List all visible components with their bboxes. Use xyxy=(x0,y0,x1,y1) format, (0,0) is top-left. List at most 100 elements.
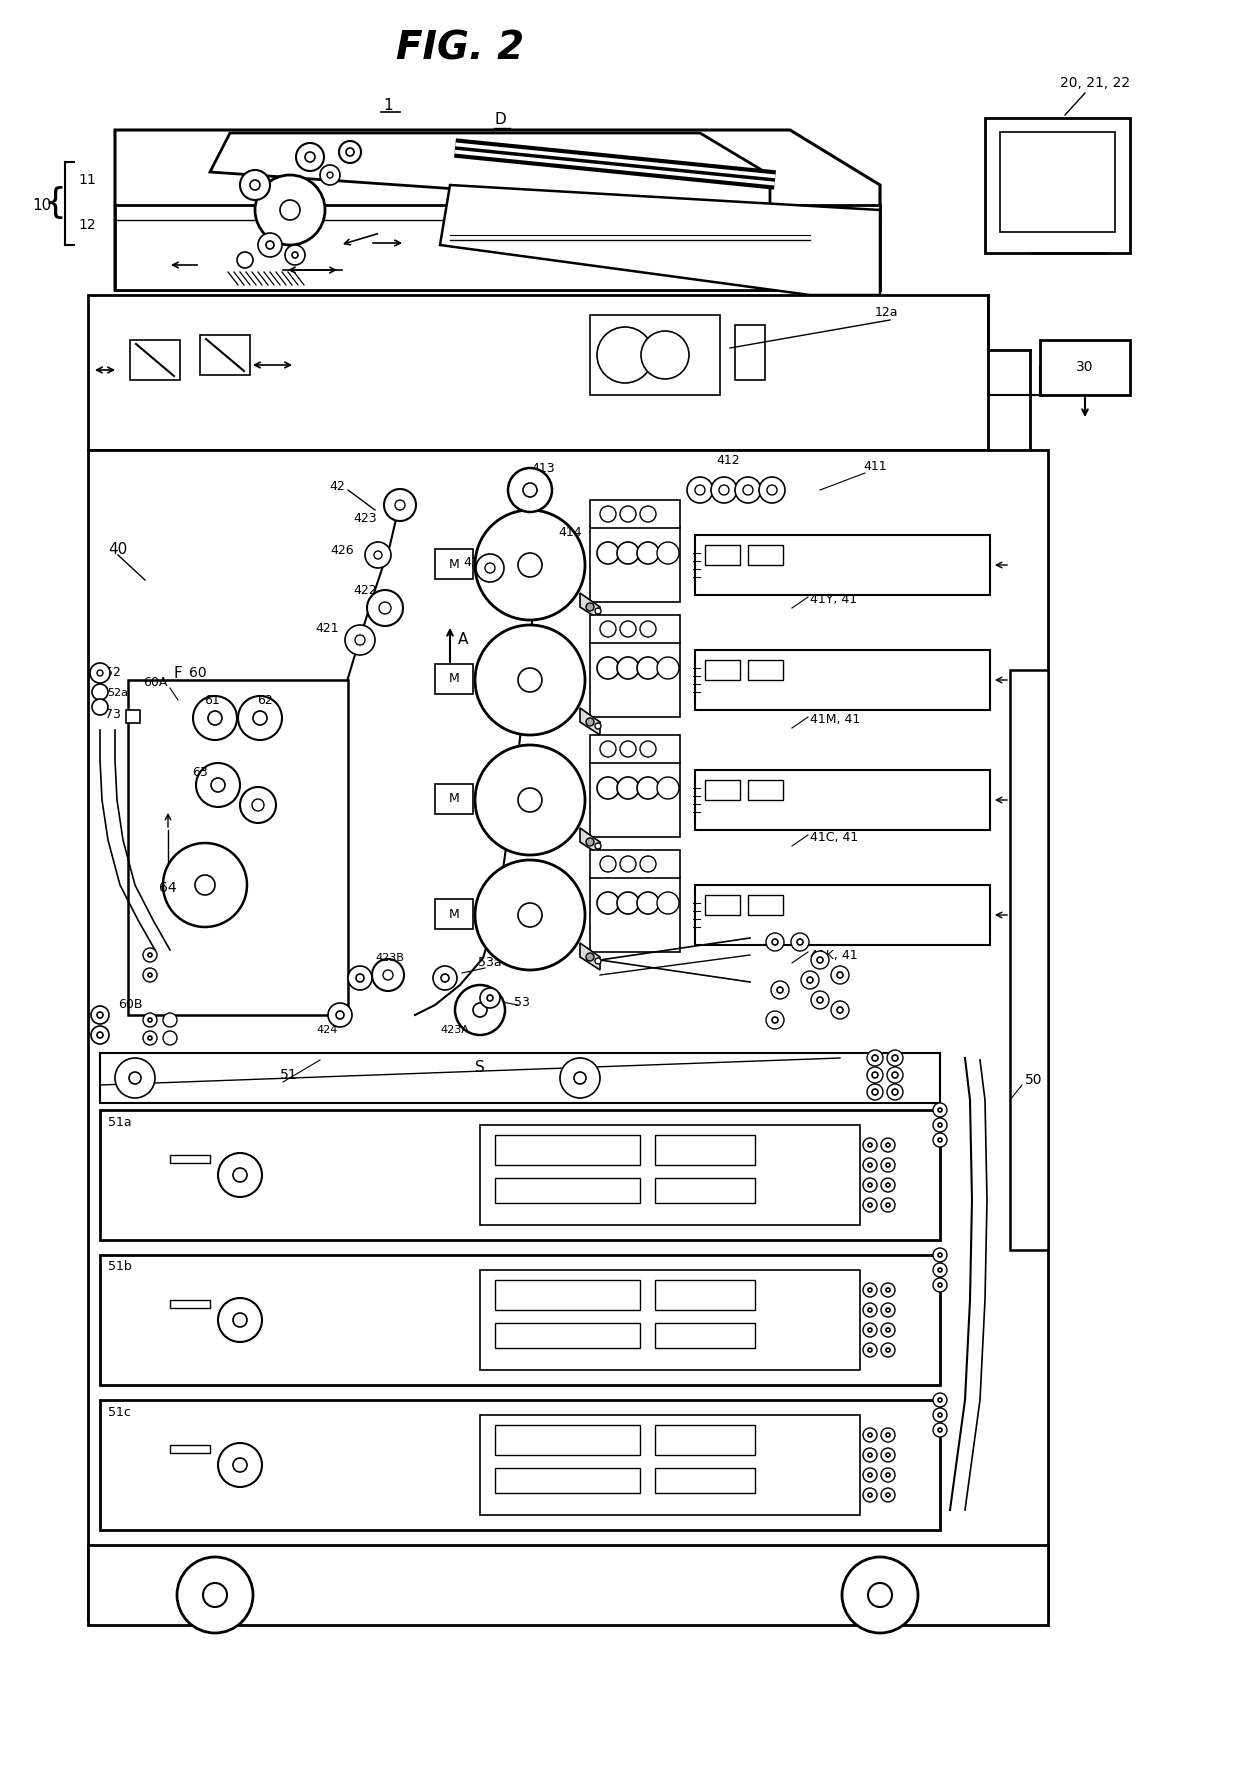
Circle shape xyxy=(587,718,594,725)
Text: M: M xyxy=(449,558,459,570)
Polygon shape xyxy=(115,130,880,290)
Circle shape xyxy=(296,143,324,171)
Circle shape xyxy=(887,1083,903,1099)
Circle shape xyxy=(339,141,361,162)
Circle shape xyxy=(600,855,616,871)
Text: 414: 414 xyxy=(558,526,582,540)
Circle shape xyxy=(880,1427,895,1442)
Circle shape xyxy=(455,985,505,1035)
Bar xyxy=(590,642,680,716)
Circle shape xyxy=(374,551,382,560)
Circle shape xyxy=(868,1203,872,1206)
Circle shape xyxy=(267,241,274,249)
Circle shape xyxy=(880,1449,895,1461)
Circle shape xyxy=(476,554,503,583)
Circle shape xyxy=(932,1424,947,1436)
Text: F: F xyxy=(174,665,182,681)
Circle shape xyxy=(637,893,658,914)
Circle shape xyxy=(932,1278,947,1292)
Circle shape xyxy=(218,1443,262,1486)
Bar xyxy=(128,681,348,1016)
Circle shape xyxy=(143,1032,157,1044)
Circle shape xyxy=(241,169,270,200)
Circle shape xyxy=(868,1183,872,1187)
Text: 411: 411 xyxy=(863,460,887,474)
Circle shape xyxy=(880,1158,895,1173)
Bar xyxy=(100,1255,940,1385)
Circle shape xyxy=(932,1103,947,1117)
Circle shape xyxy=(379,602,391,615)
Circle shape xyxy=(880,1488,895,1502)
Circle shape xyxy=(320,166,340,185)
Circle shape xyxy=(743,485,753,495)
Circle shape xyxy=(148,1035,153,1041)
Circle shape xyxy=(596,328,653,383)
Text: 62: 62 xyxy=(257,693,273,706)
Circle shape xyxy=(595,723,601,729)
Circle shape xyxy=(596,542,619,563)
Circle shape xyxy=(600,741,616,757)
Polygon shape xyxy=(580,707,600,734)
Text: M: M xyxy=(449,793,459,805)
Circle shape xyxy=(203,1582,227,1607)
Circle shape xyxy=(863,1322,877,1336)
Circle shape xyxy=(863,1178,877,1192)
Circle shape xyxy=(880,1322,895,1336)
Circle shape xyxy=(887,1142,890,1148)
Circle shape xyxy=(637,542,658,563)
Bar xyxy=(590,315,720,396)
Bar xyxy=(706,659,740,681)
Bar xyxy=(480,1124,861,1224)
Circle shape xyxy=(596,777,619,798)
Circle shape xyxy=(842,1557,918,1632)
Text: 423A: 423A xyxy=(440,1025,470,1035)
Bar xyxy=(655,1279,755,1310)
Polygon shape xyxy=(580,829,600,855)
Text: S: S xyxy=(475,1060,485,1076)
Text: 61: 61 xyxy=(205,693,219,706)
Circle shape xyxy=(837,971,843,978)
Bar xyxy=(100,1110,940,1240)
Circle shape xyxy=(348,966,372,991)
Circle shape xyxy=(937,1427,942,1433)
Circle shape xyxy=(880,1344,895,1358)
Text: 60A: 60A xyxy=(143,677,167,690)
Circle shape xyxy=(255,175,325,244)
Bar xyxy=(590,763,680,838)
Circle shape xyxy=(91,663,110,683)
Circle shape xyxy=(863,1158,877,1173)
Polygon shape xyxy=(115,205,880,290)
Circle shape xyxy=(115,1059,155,1098)
Circle shape xyxy=(162,1032,177,1044)
Bar xyxy=(694,535,990,595)
Circle shape xyxy=(208,711,222,725)
Text: 52: 52 xyxy=(105,666,122,679)
Circle shape xyxy=(719,485,729,495)
Bar xyxy=(495,1135,640,1165)
Circle shape xyxy=(937,1139,942,1142)
Circle shape xyxy=(892,1073,898,1078)
Circle shape xyxy=(657,893,680,914)
Circle shape xyxy=(596,658,619,679)
Text: 12a: 12a xyxy=(874,307,898,319)
Circle shape xyxy=(868,1493,872,1497)
Bar xyxy=(170,1155,210,1164)
Circle shape xyxy=(620,620,636,636)
Text: {: { xyxy=(43,185,67,219)
Bar xyxy=(748,895,782,914)
Bar xyxy=(170,1445,210,1452)
Circle shape xyxy=(868,1433,872,1436)
Circle shape xyxy=(129,1073,141,1083)
Text: 51: 51 xyxy=(280,1067,298,1082)
Circle shape xyxy=(241,788,277,823)
Polygon shape xyxy=(210,134,770,205)
Circle shape xyxy=(372,959,404,991)
Circle shape xyxy=(384,488,415,520)
Circle shape xyxy=(863,1488,877,1502)
Text: 412: 412 xyxy=(717,453,740,467)
Circle shape xyxy=(472,1003,487,1018)
Bar xyxy=(100,1401,940,1531)
Circle shape xyxy=(768,485,777,495)
Circle shape xyxy=(383,969,393,980)
Circle shape xyxy=(868,1474,872,1477)
